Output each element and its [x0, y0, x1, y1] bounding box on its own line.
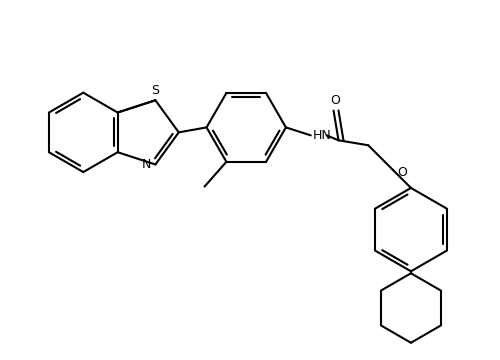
- Text: O: O: [330, 94, 340, 107]
- Text: N: N: [142, 158, 152, 171]
- Text: O: O: [397, 166, 407, 179]
- Text: S: S: [152, 84, 160, 97]
- Text: HN: HN: [312, 129, 332, 142]
